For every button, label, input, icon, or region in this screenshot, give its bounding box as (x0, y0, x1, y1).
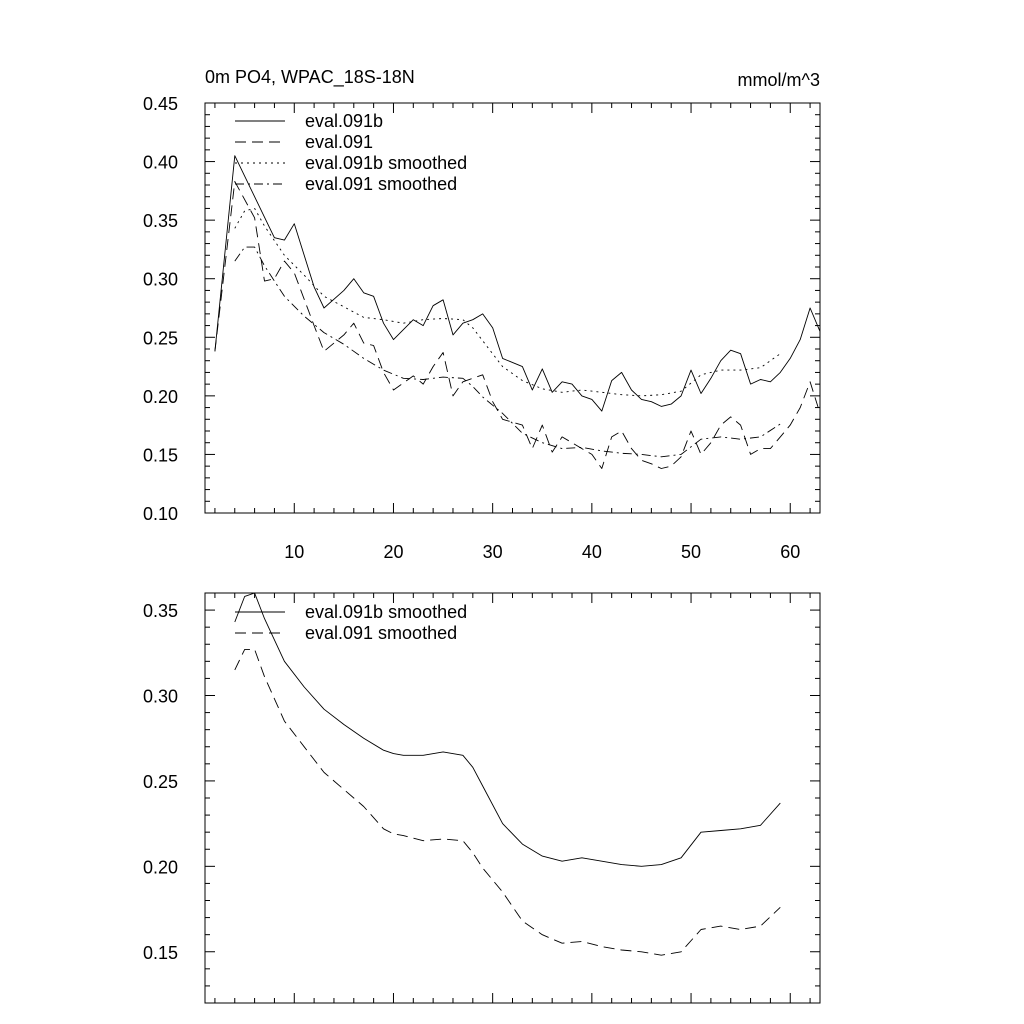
y-tick-label: 0.30 (143, 687, 178, 707)
legend-label: eval.091b (305, 111, 383, 131)
y-tick-label: 0.15 (143, 445, 178, 465)
y-tick-label: 0.15 (143, 943, 178, 963)
chart-title: 0m PO4, WPAC_18S-18N (205, 67, 415, 88)
series-line-4 (234, 246, 781, 458)
series-group (234, 592, 781, 956)
legend-label: eval.091b smoothed (305, 153, 467, 173)
x-tick-label: 40 (582, 542, 602, 562)
x-tick-label: 50 (681, 542, 701, 562)
y-tick-label: 0.30 (143, 270, 178, 290)
top-panel: 0m PO4, WPAC_18S-18N mmol/m^3 10 20 30 40 50… (143, 67, 821, 562)
axes: 10 20 30 40 50 60 0.10 0.15 0.20 0.25 0.30 0.35 0.40… (143, 94, 820, 562)
legend-label: eval.091 smoothed (305, 174, 457, 194)
series-line-1 (234, 592, 781, 867)
y-tick-label: 0.10 (143, 504, 178, 524)
y-tick-label: 0.25 (143, 328, 178, 348)
x-tick-label: 30 (483, 542, 503, 562)
x-tick-label: 20 (383, 542, 403, 562)
legend-label: eval.091 smoothed (305, 623, 457, 643)
y-tick-label: 0.35 (143, 211, 178, 231)
axes: 0.15 0.20 0.25 0.30 0.35 (143, 592, 820, 1004)
legend-label: eval.091b smoothed (305, 602, 467, 622)
y-tick-label: 0.40 (143, 153, 178, 173)
series-group (214, 155, 821, 469)
y-tick-label: 0.35 (143, 601, 178, 621)
units-label: mmol/m^3 (738, 70, 820, 90)
bottom-panel: 0.15 0.20 0.25 0.30 0.35 eval.091b smoothede… (143, 592, 821, 1004)
series-line-3 (234, 207, 781, 397)
series-line-1 (214, 155, 821, 412)
x-tick-label: 10 (284, 542, 304, 562)
y-tick-label: 0.25 (143, 772, 178, 792)
series-line-2 (234, 648, 781, 956)
y-tick-label: 0.20 (143, 857, 178, 877)
x-tick-label: 60 (780, 542, 800, 562)
plot-frame (204, 592, 821, 1004)
plot-frame (204, 102, 821, 514)
y-tick-label: 0.45 (143, 94, 178, 114)
y-tick-label: 0.20 (143, 387, 178, 407)
legend-label: eval.091 (305, 132, 373, 152)
series-line-2 (214, 181, 821, 469)
